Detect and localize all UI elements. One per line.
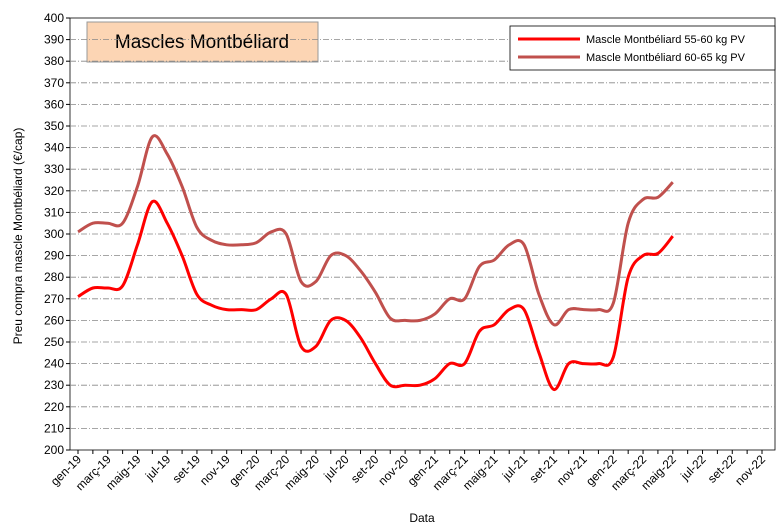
y-axis-label: Preu compra mascle Montbéliard (€/cap)	[11, 128, 25, 345]
y-tick-label: 340	[44, 141, 64, 155]
legend-label: Mascle Montbéliard 55-60 kg PV	[586, 34, 746, 46]
x-tick-label: jul-20	[320, 452, 352, 484]
y-tick-label: 220	[44, 400, 64, 414]
x-tick-label: jul-19	[142, 452, 174, 484]
x-tick-label: nov-20	[375, 452, 411, 488]
x-tick-label: jul-22	[677, 452, 709, 484]
y-tick-label: 210	[44, 421, 64, 435]
y-tick-label: 320	[44, 184, 64, 198]
y-tick-label: 380	[44, 54, 64, 68]
y-tick-label: 250	[44, 335, 64, 349]
y-tick-label: 290	[44, 249, 64, 263]
y-tick-label: 310	[44, 205, 64, 219]
legend-label: Mascle Montbéliard 60-65 kg PV	[586, 52, 746, 64]
y-tick-label: 200	[44, 443, 64, 457]
series-line	[77, 134, 674, 327]
y-tick-label: 330	[44, 162, 64, 176]
y-tick-label: 300	[44, 227, 64, 241]
y-tick-label: 350	[44, 119, 64, 133]
legend-box	[509, 25, 776, 71]
y-tick-label: 280	[44, 270, 64, 284]
y-tick-label: 230	[44, 378, 64, 392]
title-box	[86, 21, 319, 63]
y-tick-label: 390	[44, 33, 64, 47]
x-tick-label: nov-19	[197, 452, 233, 488]
series-line	[77, 199, 674, 391]
y-tick-label: 270	[44, 292, 64, 306]
y-tick-label: 240	[44, 357, 64, 371]
y-tick-label: 260	[44, 313, 64, 327]
chart-title: Mascles Montbéliard	[115, 32, 289, 53]
y-tick-label: 360	[44, 97, 64, 111]
x-tick-label: nov-22	[732, 452, 768, 488]
x-tick-label: jul-21	[499, 452, 531, 484]
y-tick-label: 370	[44, 76, 64, 90]
x-axis-label: Data	[409, 511, 435, 525]
y-tick-label: 400	[44, 11, 64, 25]
x-tick-label: nov-21	[554, 452, 590, 488]
